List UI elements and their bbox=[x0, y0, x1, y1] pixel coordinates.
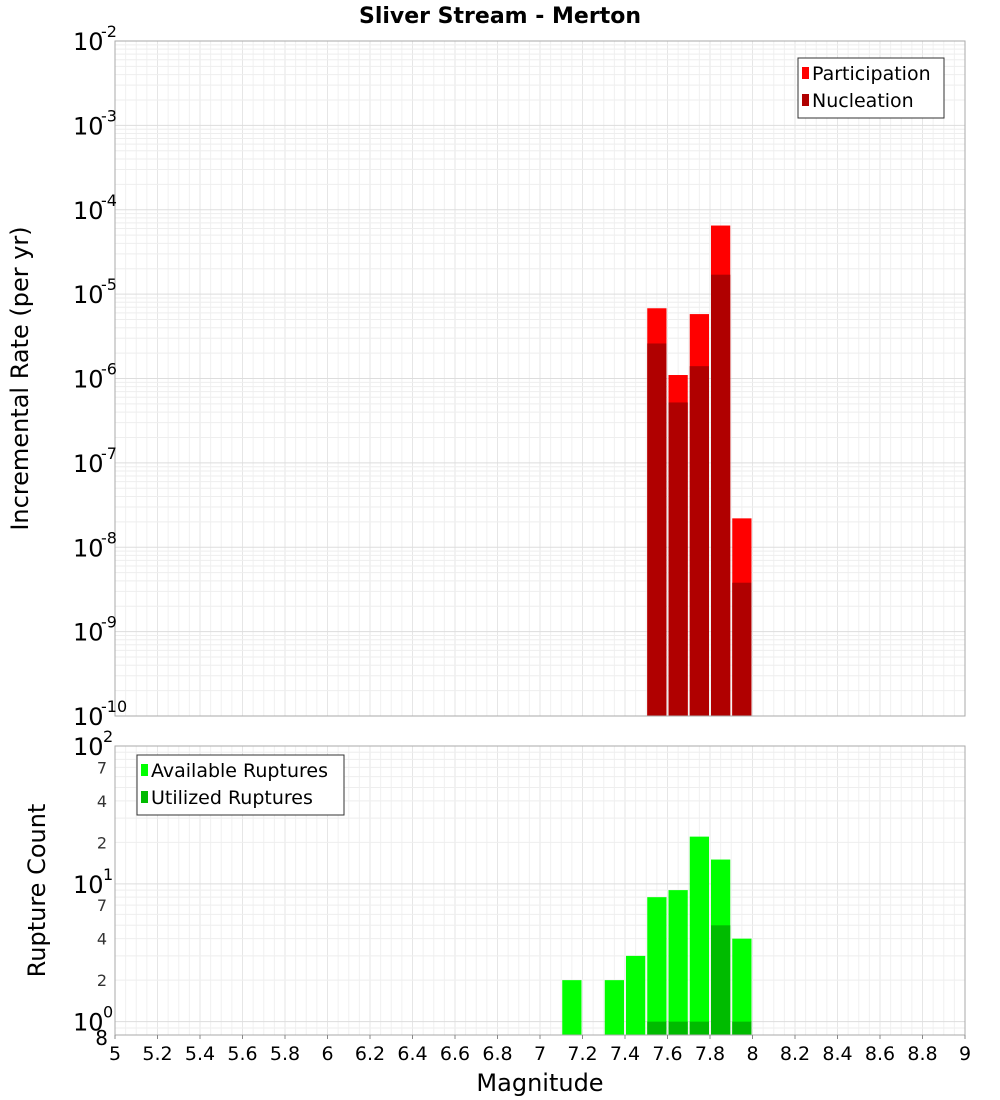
y-tick-label: 10 bbox=[73, 1009, 104, 1037]
x-tick-label: 8.4 bbox=[822, 1043, 852, 1065]
x-tick-label: 6 bbox=[321, 1043, 333, 1065]
y-tick-exponent: -9 bbox=[101, 613, 117, 632]
top-grid bbox=[114, 40, 966, 717]
y-tick-label: 10 bbox=[73, 871, 104, 899]
x-tick-label: 6.2 bbox=[355, 1043, 385, 1065]
bar-available-ruptures bbox=[604, 980, 624, 1035]
bar-nucleation bbox=[668, 402, 688, 716]
bar-available-ruptures bbox=[626, 955, 646, 1035]
x-tick-labels: 5 5.2 5.4 5.6 5.8 6 6.2 6.4 6.6 6.8 7 7.2 7.4 7.6 7.8 8… bbox=[109, 1035, 971, 1065]
y-tick-label: 10 bbox=[73, 619, 104, 647]
y-tick-exponent: -5 bbox=[101, 275, 117, 294]
y-minor-tick-label: 4 bbox=[97, 792, 107, 811]
y-tick-label: 10 bbox=[73, 112, 104, 140]
bottom-legend-box bbox=[136, 754, 345, 816]
y-tick-label: 10 bbox=[73, 28, 104, 56]
x-tick-label: 6.8 bbox=[482, 1043, 512, 1065]
bottom-y-axis-label: Rupture Count bbox=[23, 804, 51, 978]
bar-available-ruptures bbox=[689, 836, 709, 1035]
bar-available-ruptures bbox=[732, 938, 752, 1035]
y-tick-label: 10 bbox=[73, 281, 104, 309]
x-tick-label: 5.6 bbox=[227, 1043, 257, 1065]
x-tick-label: 6.4 bbox=[397, 1043, 427, 1065]
y-tick-exponent: -7 bbox=[101, 444, 117, 463]
x-tick-label: 7.8 bbox=[695, 1043, 725, 1065]
y-minor-tick-label: 2 bbox=[97, 971, 107, 990]
x-tick-label: 8.6 bbox=[865, 1043, 895, 1065]
bar-available-ruptures bbox=[562, 980, 582, 1035]
y-tick-exponent: -8 bbox=[101, 528, 117, 547]
top-legend-box bbox=[797, 57, 945, 119]
top-bars bbox=[647, 225, 752, 716]
y-tick-exponent: 0 bbox=[103, 1003, 113, 1022]
bar-nucleation bbox=[647, 343, 667, 716]
x-tick-label: 5 bbox=[109, 1043, 121, 1065]
bar-utilized-ruptures bbox=[668, 1021, 688, 1035]
x-tick-label: 7.2 bbox=[567, 1043, 597, 1065]
bar-nucleation bbox=[732, 582, 752, 716]
legend-label-available: Available Ruptures bbox=[151, 760, 328, 782]
bar-available-ruptures bbox=[647, 897, 667, 1035]
y-tick-exponent: -10 bbox=[101, 697, 127, 716]
y-tick-exponent: 1 bbox=[103, 865, 113, 884]
y-tick-label: 10 bbox=[73, 703, 104, 731]
y-tick-label: 10 bbox=[73, 197, 104, 225]
top-plot-frame bbox=[114, 40, 966, 717]
x-tick-label: 6.6 bbox=[440, 1043, 470, 1065]
y-minor-tick-label: 7 bbox=[97, 896, 107, 915]
y-tick-label: 10 bbox=[73, 534, 104, 562]
legend-swatch-participation bbox=[802, 67, 809, 79]
x-tick-label: 8.2 bbox=[780, 1043, 810, 1065]
bottom-bars bbox=[562, 836, 752, 1035]
x-tick-label: 8 bbox=[746, 1043, 758, 1065]
y-tick-exponent: -4 bbox=[101, 191, 117, 210]
top-legend: Participation Nucleation bbox=[797, 57, 945, 119]
x-axis-label: Magnitude bbox=[476, 1069, 603, 1097]
x-tick-label: 5.4 bbox=[185, 1043, 215, 1065]
x-tick-label: 8.8 bbox=[907, 1043, 937, 1065]
top-y-axis-label: Incremental Rate (per yr) bbox=[6, 226, 34, 530]
x-tick-label: 7.6 bbox=[652, 1043, 682, 1065]
legend-label-participation: Participation bbox=[812, 63, 931, 85]
y-minor-tick-label: 8 bbox=[95, 1026, 108, 1050]
bar-utilized-ruptures bbox=[689, 1021, 709, 1035]
y-tick-label: 10 bbox=[73, 450, 104, 478]
x-tick-label: 9 bbox=[959, 1043, 971, 1065]
legend-label-utilized: Utilized Ruptures bbox=[151, 787, 313, 809]
y-tick-exponent: 2 bbox=[103, 727, 113, 746]
bar-available-ruptures bbox=[668, 890, 688, 1035]
legend-label-nucleation: Nucleation bbox=[812, 90, 914, 112]
legend-swatch-nucleation bbox=[802, 94, 809, 106]
y-tick-exponent: -2 bbox=[101, 22, 117, 41]
bar-utilized-ruptures bbox=[732, 1021, 752, 1035]
x-tick-label: 5.2 bbox=[142, 1043, 172, 1065]
bar-nucleation bbox=[711, 274, 731, 716]
y-tick-label: 10 bbox=[73, 366, 104, 394]
y-tick-exponent: -6 bbox=[101, 360, 117, 379]
x-tick-label: 7 bbox=[534, 1043, 546, 1065]
x-tick-label: 7.4 bbox=[610, 1043, 640, 1065]
bottom-legend: Available Ruptures Utilized Ruptures bbox=[136, 754, 345, 816]
y-minor-tick-label: 4 bbox=[97, 930, 107, 949]
y-minor-tick-label: 2 bbox=[97, 833, 107, 852]
y-tick-label: 10 bbox=[73, 733, 104, 761]
chart-title: Sliver Stream - Merton bbox=[359, 4, 641, 29]
bar-utilized-ruptures bbox=[711, 925, 731, 1035]
legend-swatch-available bbox=[141, 764, 148, 776]
bar-utilized-ruptures bbox=[647, 1021, 667, 1035]
bar-nucleation bbox=[689, 366, 709, 716]
y-tick-exponent: -3 bbox=[101, 106, 117, 125]
legend-swatch-utilized bbox=[141, 791, 148, 803]
y-minor-tick-label: 7 bbox=[97, 758, 107, 777]
x-tick-label: 5.8 bbox=[270, 1043, 300, 1065]
